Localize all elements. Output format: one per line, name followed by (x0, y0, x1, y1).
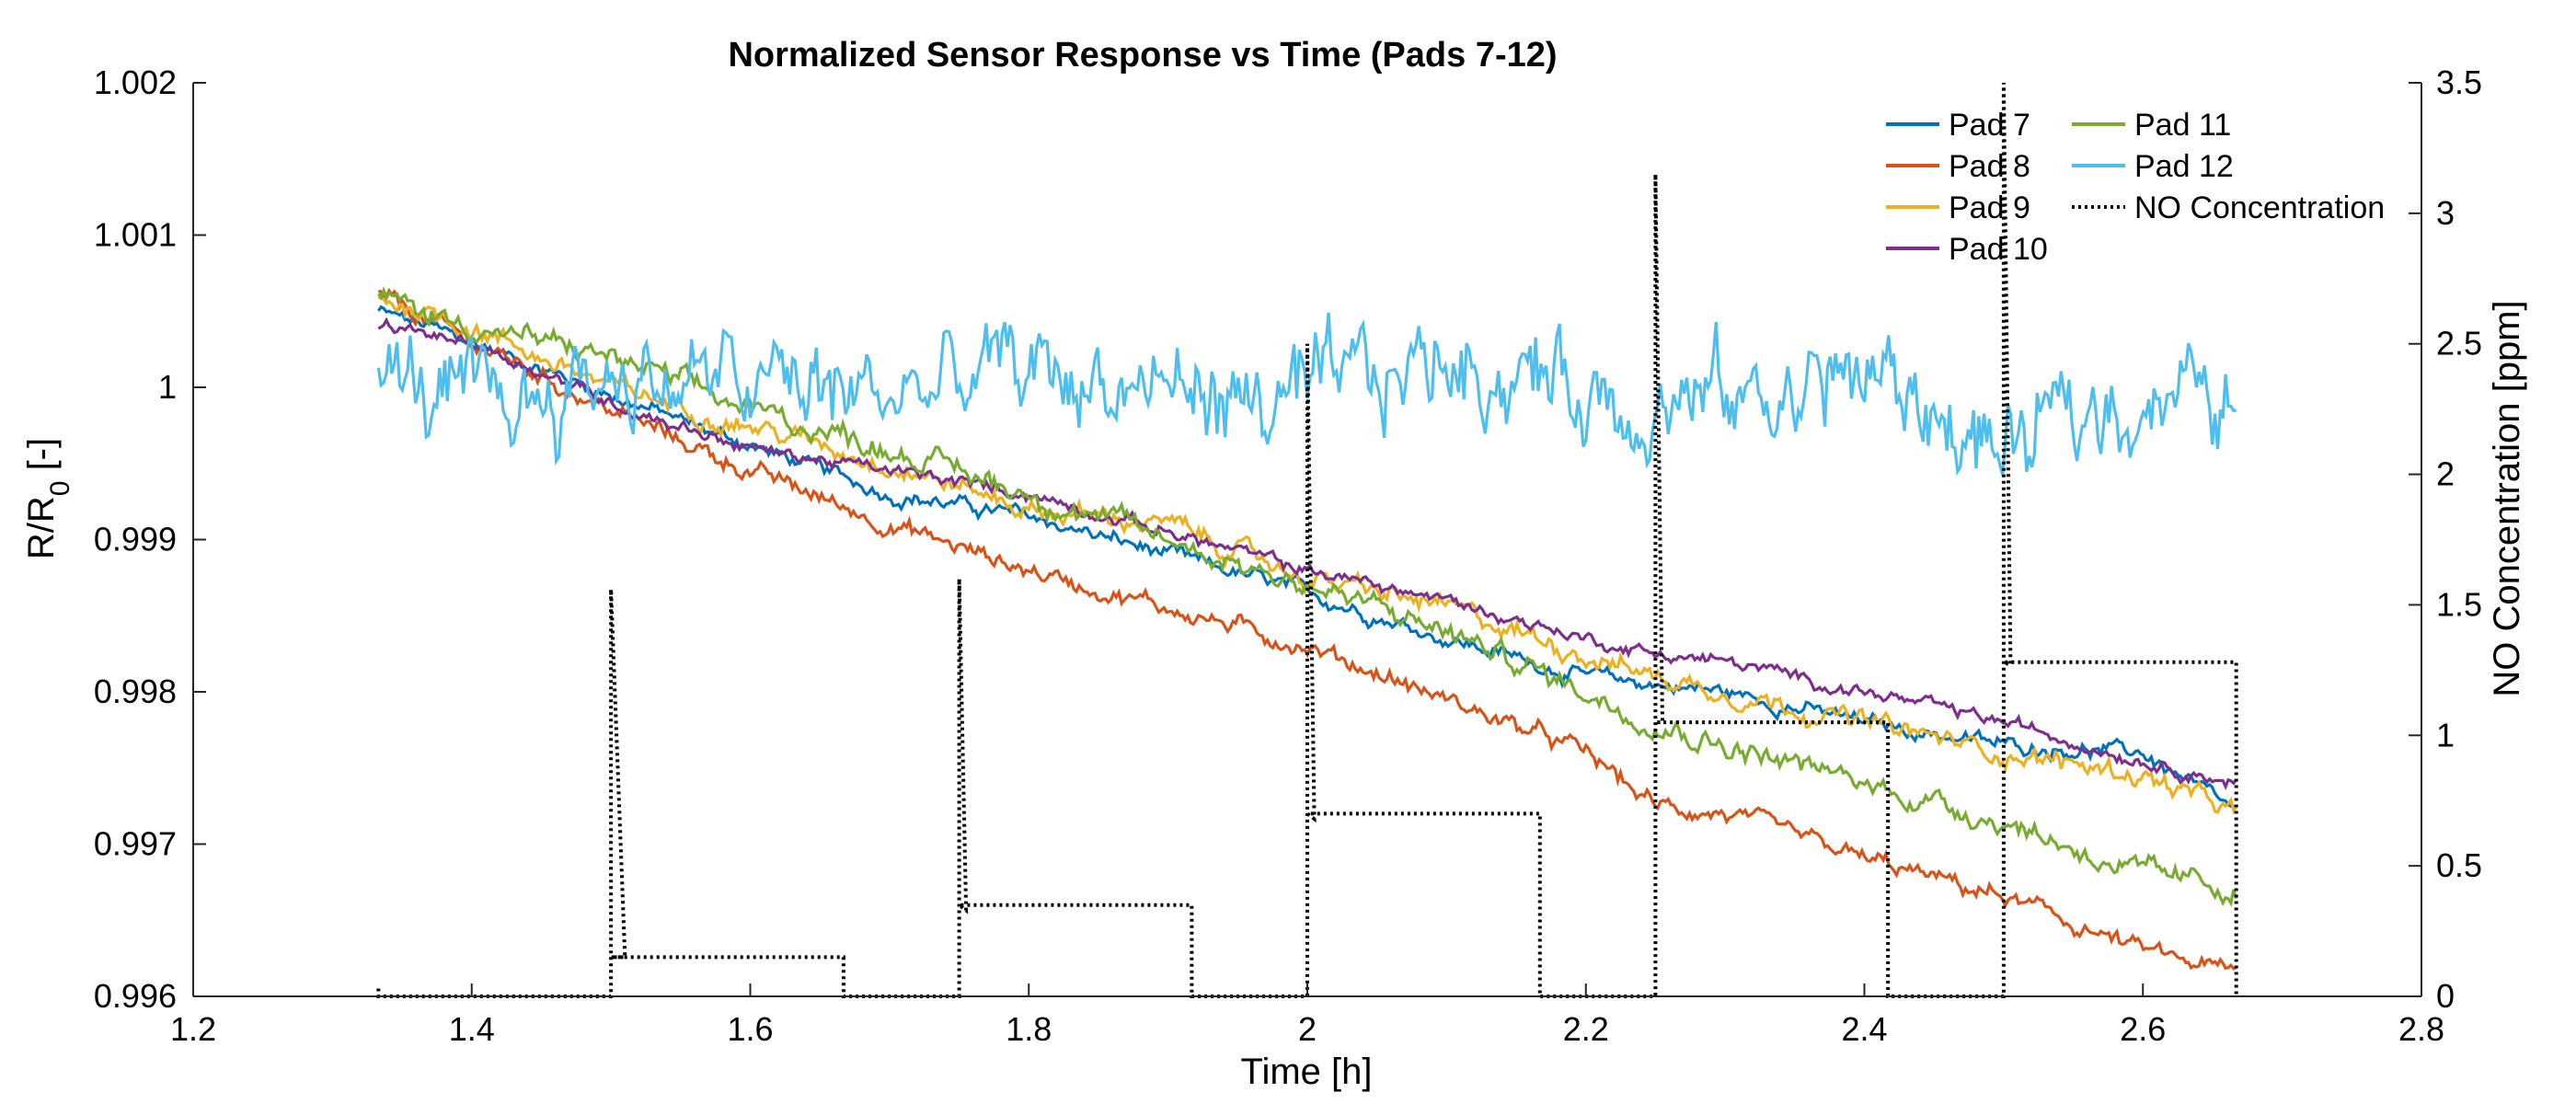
x-tick-label: 1.6 (727, 1010, 773, 1048)
x-tick-label: 2 (1298, 1010, 1317, 1048)
series-pad-10 (377, 316, 2237, 790)
y-left-tick-label: 0.999 (94, 521, 177, 558)
x-tick-label: 2.2 (1563, 1010, 1609, 1048)
y-right-tick-label: 2 (2436, 455, 2455, 493)
x-tick-label: 2.4 (1841, 1010, 1887, 1048)
tick-layer: 1.2 1.4 1.6 1.8 2 2.2 2.4 2.6 2.8 0.996 0.997 0.998… (94, 63, 2482, 1048)
y-axis-left-label-suffix: [-] (21, 438, 62, 481)
y-right-tick-label: 1 (2436, 716, 2455, 753)
y-left-tick-label: 0.998 (94, 673, 177, 710)
series-pad-12 (376, 312, 2237, 477)
y-right-tick-label: 3 (2436, 194, 2455, 232)
y-right-tick-label: 3.5 (2436, 63, 2482, 101)
y-axis-left-label-main: R/R (21, 496, 62, 559)
y-right-tick-label: 2.5 (2436, 325, 2482, 362)
chart-title: Normalized Sensor Response vs Time (Pads… (728, 36, 1557, 75)
y-axis-left-label-sub: 0 (45, 481, 75, 497)
y-left-tick-label: 1 (158, 368, 177, 406)
legend: Pad 7 Pad 8 Pad 9 Pad 10 Pad 11 Pad 12 NO Conc… (1886, 108, 2385, 267)
y-left-tick-label: 1.001 (94, 216, 177, 254)
x-tick-label: 1.8 (1006, 1010, 1052, 1048)
x-tick-label: 1.2 (170, 1010, 216, 1048)
legend-label: Pad 8 (1949, 149, 2030, 184)
x-axis-label: Time [h] (1241, 1052, 1373, 1092)
x-tick-label: 2.8 (2398, 1010, 2444, 1048)
y-right-tick-label: 1.5 (2436, 585, 2482, 623)
y-left-tick-label: 1.002 (94, 63, 177, 101)
y-right-tick-label: 0.5 (2436, 846, 2482, 884)
series-pad-9 (377, 295, 2238, 815)
y-right-tick-label: 0 (2436, 977, 2455, 1015)
legend-label: Pad 11 (2134, 108, 2231, 143)
y-left-tick-label: 0.997 (94, 825, 177, 863)
legend-label: Pad 12 (2134, 149, 2234, 184)
y-left-tick-label: 0.996 (94, 977, 177, 1015)
series-layer (376, 82, 2238, 998)
y-axis-right-label: NO Concentration [ppm] (2487, 300, 2527, 696)
x-tick-label: 2.6 (2120, 1010, 2166, 1048)
legend-label: NO Concentration (2134, 190, 2385, 225)
y-axis-left-label: R/R0 [-] (21, 438, 75, 559)
x-tick-label: 1.4 (449, 1010, 495, 1048)
legend-label: Pad 7 (1949, 108, 2030, 143)
legend-label: Pad 9 (1949, 190, 2030, 225)
legend-label: Pad 10 (1949, 232, 2048, 267)
